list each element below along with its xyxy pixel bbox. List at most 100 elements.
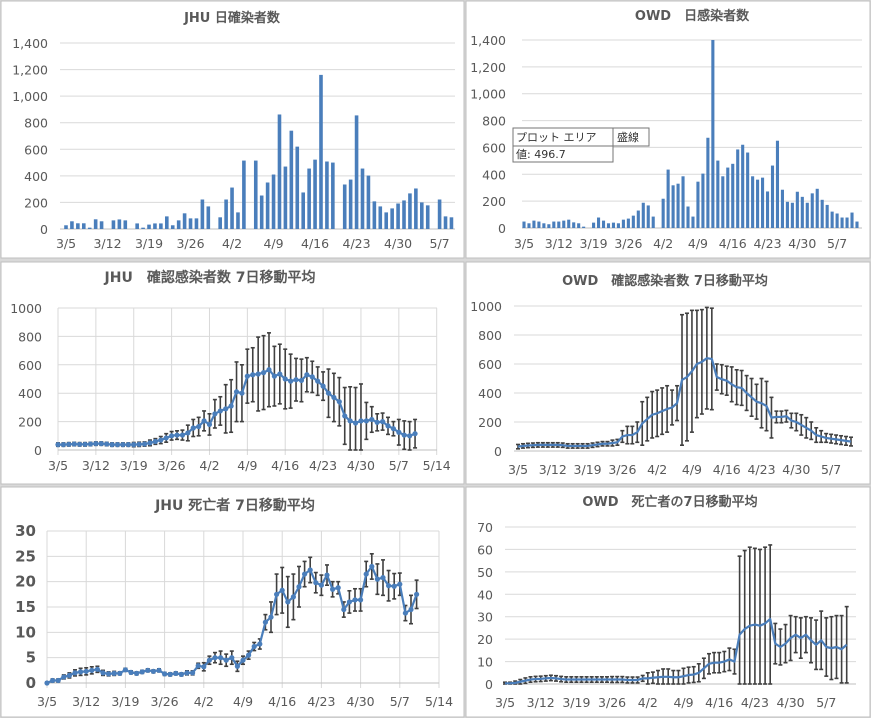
data-point [342, 413, 348, 419]
data-point [307, 567, 313, 573]
chart-owd-deaths-moving-average[interactable]: OWD 死亡者の7日移動平均 0 10 20 30 40 50 60 70 3/5 3/12 3/1… [465, 486, 871, 718]
y-tick-label: 1,200 [470, 60, 506, 75]
x-tick-label: 5/14 [425, 694, 453, 709]
y-tick-label: 400 [482, 167, 506, 182]
bar [153, 223, 157, 229]
y-tick-label: 1,400 [470, 33, 506, 48]
y-tick-label: 1,400 [12, 36, 48, 51]
x-tick-label: 4/23 [753, 236, 781, 251]
x-tick-label: 4/9 [237, 458, 257, 473]
bar [402, 200, 406, 229]
bar [218, 217, 222, 229]
bar [636, 210, 640, 228]
bar [390, 208, 394, 229]
data-point [217, 408, 223, 414]
bar [562, 220, 566, 228]
data-point [244, 373, 250, 379]
data-point [240, 657, 246, 663]
data-point [158, 437, 164, 443]
data-point [369, 416, 375, 423]
bar [626, 218, 630, 228]
data-point [262, 619, 268, 625]
bar [601, 220, 606, 228]
chart-title: OWD 日感染者数 [635, 8, 750, 24]
data-point [55, 677, 61, 684]
bar [790, 202, 794, 228]
data-point [152, 438, 158, 445]
data-point [83, 668, 89, 674]
bar [795, 191, 799, 228]
bar [611, 222, 616, 228]
chart-jhu-daily-cases[interactable]: JHU 日確染者数 0 200 400 600 800 1,000 1,200 1,400 3/… [0, 0, 465, 259]
data-point [131, 442, 137, 448]
y-tick-label: 25 [15, 547, 36, 565]
y-tick-label: 600 [482, 140, 506, 155]
data-point [369, 563, 375, 570]
x-tick-label: 4/30 [347, 458, 375, 473]
y-tick-label: 800 [18, 329, 42, 344]
data-point [277, 371, 283, 377]
bar [770, 165, 775, 228]
bar [681, 176, 685, 228]
data-point [94, 666, 100, 672]
bar [206, 206, 211, 229]
data-point [190, 425, 196, 431]
x-tick-label: 4/16 [705, 695, 733, 710]
data-point [391, 583, 397, 589]
bar [606, 223, 611, 228]
bar [64, 225, 68, 229]
bar [651, 216, 655, 228]
bar [342, 184, 347, 229]
y-tick-label: 200 [24, 195, 48, 210]
x-tick-label: 4/9 [688, 236, 708, 251]
x-tick-label: 3/26 [608, 462, 636, 477]
data-point [71, 441, 77, 447]
data-point [279, 587, 285, 593]
y-tick-label: 1,000 [12, 89, 48, 104]
chart-title: JHU 確認感染者数 7日移動平均 [104, 269, 316, 286]
bar [307, 168, 311, 229]
chart-owd-daily-cases[interactable]: OWD 日感染者数 0 200 400 600 800 1,000 1,200 1,400 3/… [465, 0, 871, 259]
data-point [89, 667, 95, 673]
x-tick-label: 3/19 [580, 236, 608, 251]
data-point [125, 442, 131, 448]
data-point [229, 655, 235, 661]
bar [616, 223, 620, 228]
bar [746, 152, 750, 228]
data-point [167, 671, 173, 677]
chart-jhu-deaths-moving-average[interactable]: JHU 死亡者 7日移動平均 0 5 10 15 20 25 30 3/5 3/12 3/19 3/… [0, 486, 465, 718]
x-tick-label: 4/30 [782, 462, 810, 477]
data-point [325, 390, 332, 396]
x-tick-label: 3/19 [135, 236, 163, 251]
data-point [251, 643, 257, 650]
data-point [44, 680, 50, 686]
bar [396, 203, 400, 229]
y-tick-label: 60 [477, 542, 493, 557]
bar [135, 223, 139, 229]
y-tick-label: 0 [494, 444, 502, 459]
bar [289, 130, 294, 229]
bar [70, 221, 74, 229]
chart-owd-cases-moving-average[interactable]: OWD 確認感染者数 7日移動平均 0 200 400 600 800 1000 3/5 3/… [465, 261, 871, 485]
y-tick-label: 600 [18, 358, 42, 373]
x-tick-label: 4/16 [301, 236, 329, 251]
bar [449, 217, 454, 229]
y-tick-label: 40 [477, 587, 493, 602]
bar [159, 223, 163, 229]
bar [408, 193, 412, 229]
bar [313, 159, 317, 229]
bar [825, 204, 829, 228]
data-point [120, 442, 126, 448]
x-tick-label: 3/5 [514, 236, 534, 251]
x-tick-label: 4/23 [309, 458, 337, 473]
chart-jhu-cases-moving-average[interactable]: JHU 確認感染者数 7日移動平均 0 200 400 600 800 1000 3/5 3/… [0, 261, 465, 485]
data-point [363, 418, 369, 424]
data-point [145, 667, 151, 673]
x-tick-label: 5/7 [827, 236, 847, 251]
bar [775, 140, 780, 228]
bar [721, 176, 725, 228]
x-tick-label: 5/7 [390, 694, 410, 709]
data-point [290, 594, 296, 600]
bar [800, 196, 804, 228]
